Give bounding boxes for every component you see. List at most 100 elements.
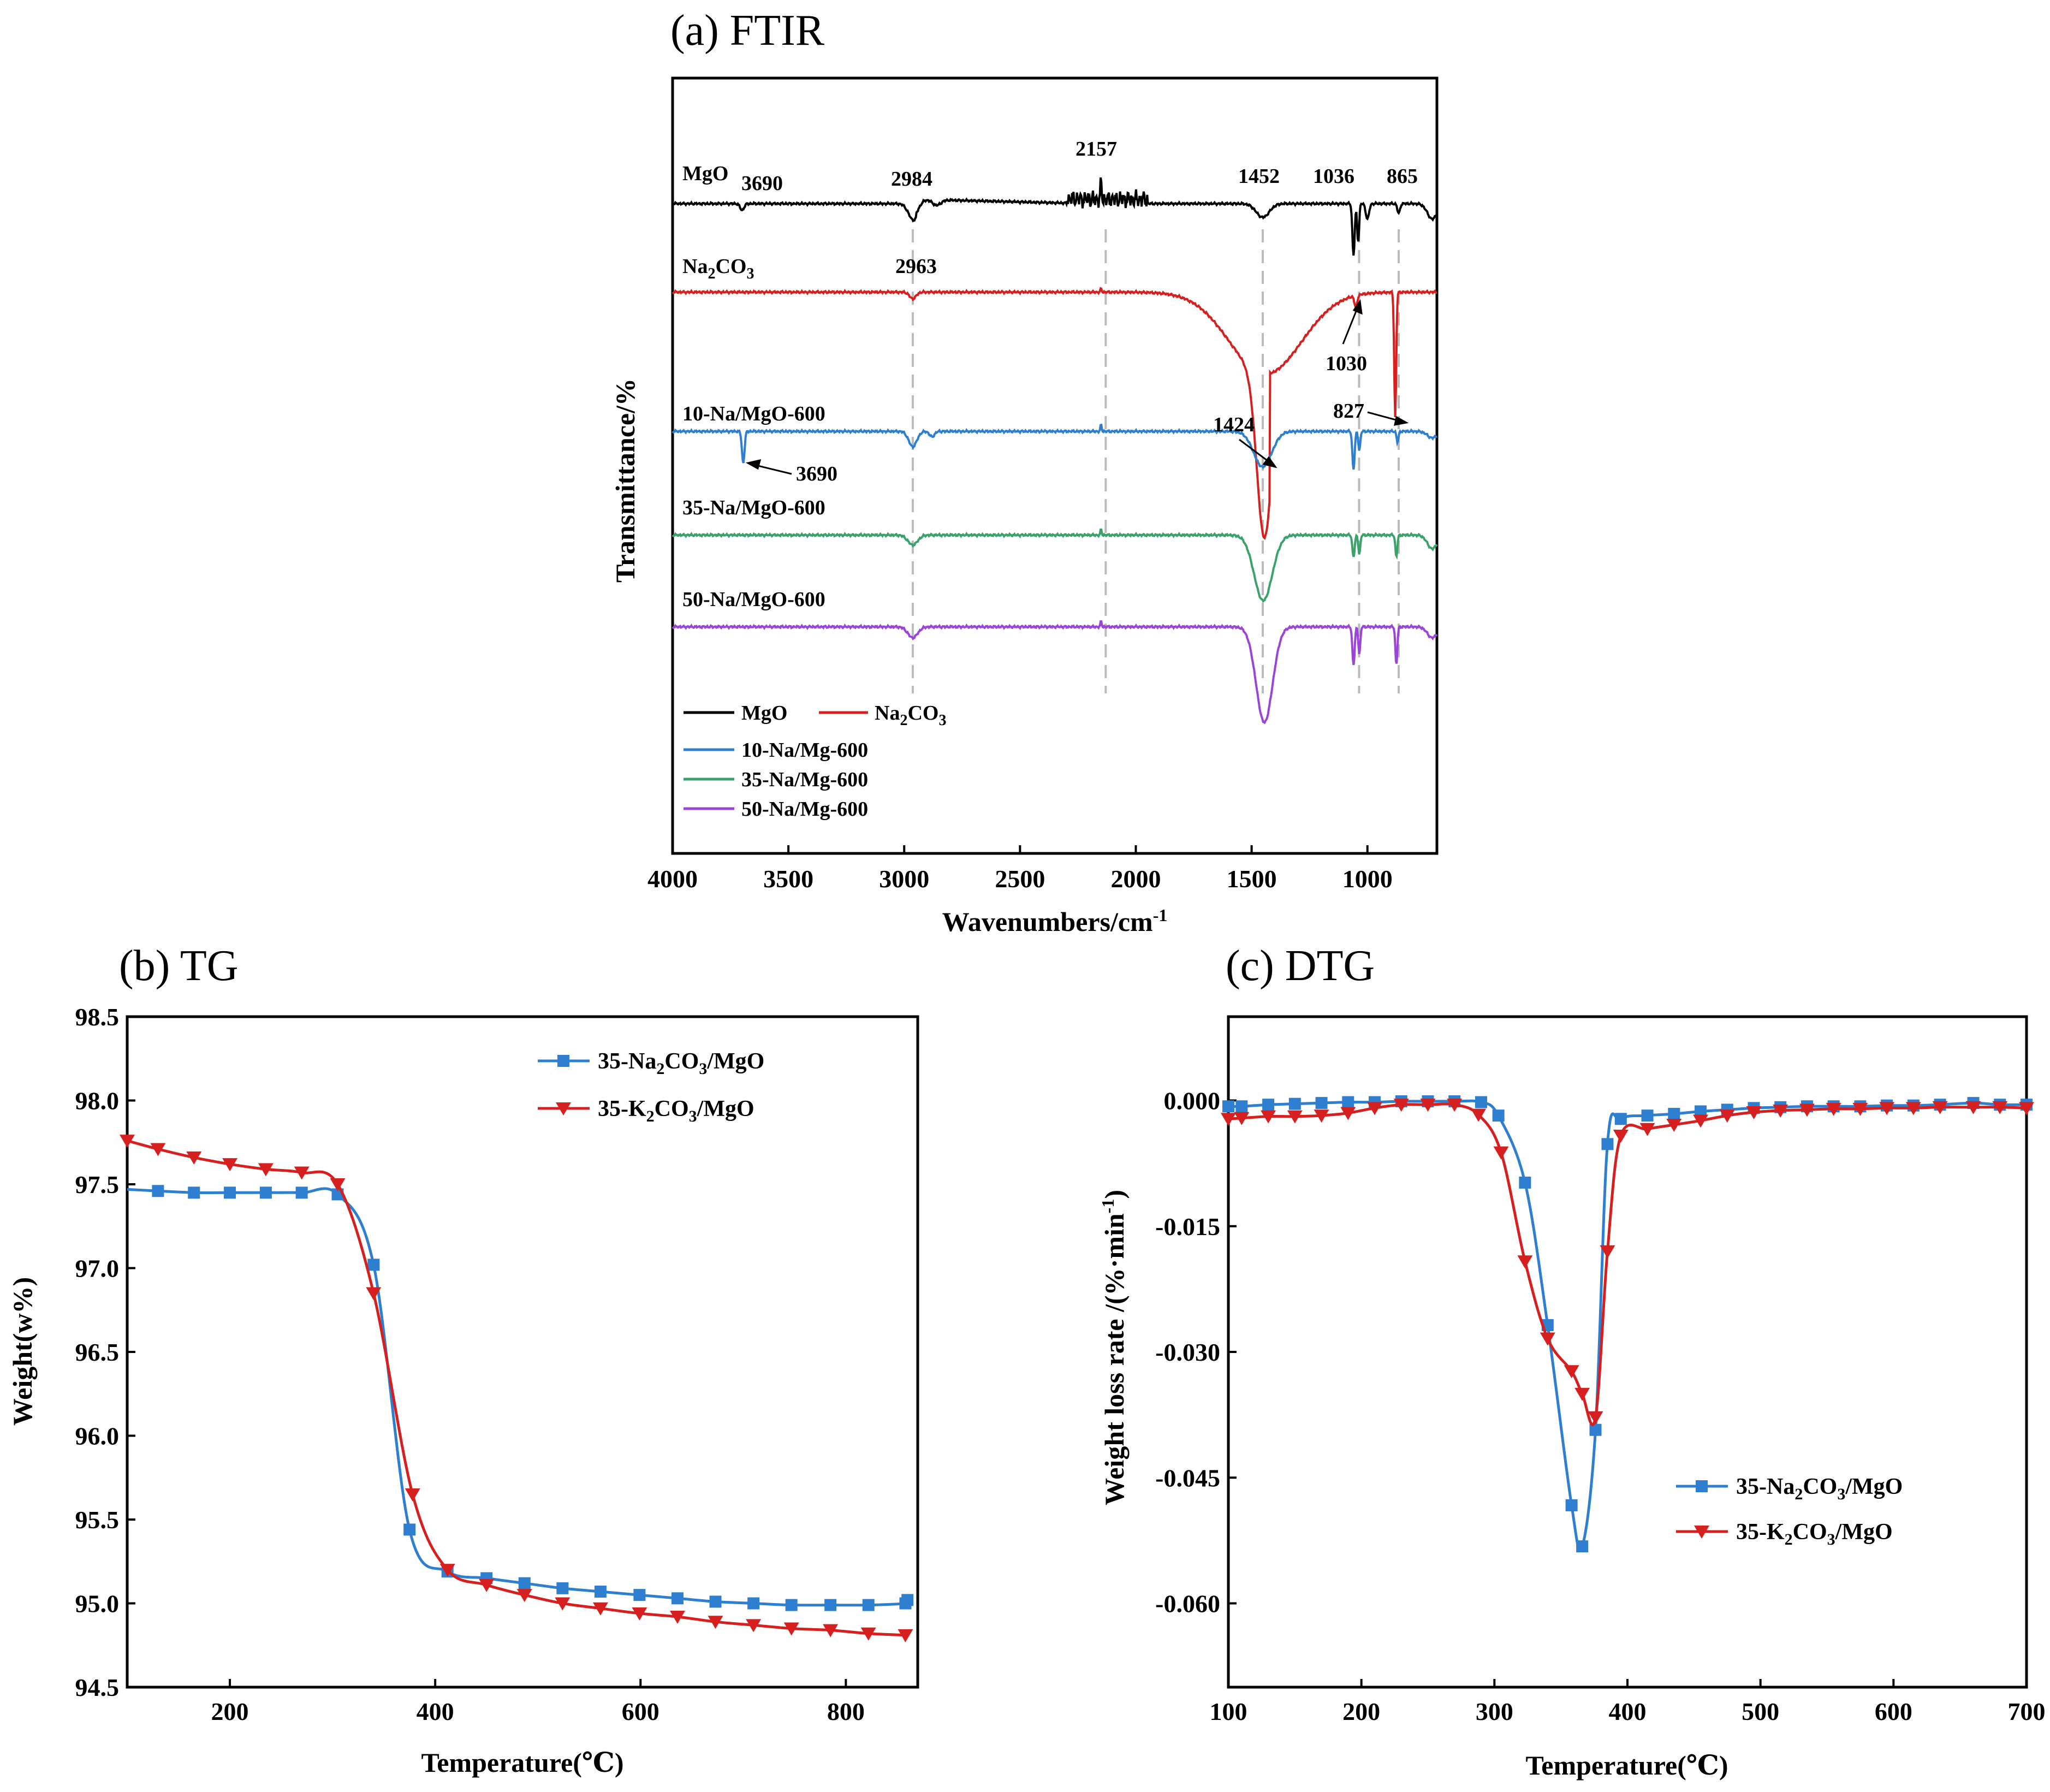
tg-curves xyxy=(120,1135,914,1642)
ftir-peak-827: 827 xyxy=(1333,400,1364,423)
legend-text-10na: 10-Na/Mg-600 xyxy=(741,739,868,762)
ftir-arrows xyxy=(745,299,1409,475)
tg-panel: (b) TG 200 400 600 800 94.5 95.0 95.5 96.0 96.5 9… xyxy=(7,942,919,1778)
ftir-peak-1036: 1036 xyxy=(1313,165,1354,188)
dtg-point-k xyxy=(1564,1365,1579,1379)
ftir-x-tick-label: 3000 xyxy=(879,865,929,893)
tg-point-k xyxy=(479,1579,495,1592)
dtg-ticks: 100 200 300 400 500 600 700 0.000 -0.015 -0.030 -0… xyxy=(1155,1087,2045,1726)
ftir-series-line xyxy=(672,423,1438,470)
tg-series-line xyxy=(127,1187,911,1607)
dtg-point-na xyxy=(1222,1100,1234,1113)
tg-point-k xyxy=(366,1287,382,1301)
tg-point-k xyxy=(120,1135,135,1148)
dtg-y-tick-label: -0.045 xyxy=(1155,1464,1220,1492)
ftir-x-tick-label: 2000 xyxy=(1110,865,1161,893)
dtg-point-k xyxy=(1367,1102,1383,1115)
ftir-peak-1030: 1030 xyxy=(1326,352,1367,375)
dtg-series-line xyxy=(1228,1102,2027,1426)
ftir-legend: MgO Na2CO3 10-Na/Mg-600 35-Na/Mg-600 50-… xyxy=(684,702,946,821)
dtg-point-na xyxy=(1695,1105,1707,1118)
tg-y-tick-label: 95.0 xyxy=(75,1590,120,1618)
dtg-legend: 35-Na2CO3/MgO 35-K2CO3/MgO xyxy=(1676,1474,1903,1548)
dtg-point-k xyxy=(1613,1129,1629,1143)
dtg-point-na xyxy=(1235,1100,1248,1113)
ftir-y-axis-label: Transmittance/% xyxy=(610,378,640,583)
tg-y-tick-label: 96.0 xyxy=(75,1422,120,1450)
dtg-point-k xyxy=(1746,1106,1762,1119)
dtg-point-na xyxy=(1288,1097,1301,1110)
ftir-peak-3690: 3690 xyxy=(741,172,783,195)
dtg-point-na xyxy=(1576,1540,1589,1553)
dtg-point-k xyxy=(1600,1245,1615,1259)
legend-text-mgo: MgO xyxy=(741,702,787,725)
tg-ticks: 200 400 600 800 94.5 95.0 95.5 96.0 96.5 97.0 97.5… xyxy=(75,1003,865,1725)
ftir-label-50na: 50-Na/MgO-600 xyxy=(682,588,825,611)
tg-point-k xyxy=(516,1589,532,1603)
tg-point-k xyxy=(405,1488,420,1502)
dtg-point-k xyxy=(1234,1112,1250,1125)
ftir-series-line xyxy=(672,529,1438,603)
dtg-point-k xyxy=(1447,1099,1463,1112)
tg-point-k xyxy=(186,1151,202,1165)
dtg-x-axis-label: Temperature(℃) xyxy=(1526,1750,1728,1781)
tg-point-k xyxy=(150,1143,166,1156)
tg-point-na xyxy=(747,1597,760,1610)
dtg-point-na xyxy=(1601,1138,1614,1150)
ftir-frame xyxy=(671,76,1439,855)
dtg-point-k xyxy=(1287,1110,1303,1124)
tg-y-tick-label: 96.5 xyxy=(75,1338,120,1366)
tg-point-na xyxy=(594,1586,607,1598)
tg-title: (b) TG xyxy=(119,942,238,990)
tg-legend-text-na: 35-Na2CO3/MgO xyxy=(598,1049,764,1078)
tg-point-k xyxy=(783,1622,799,1636)
ftir-x-tick-label: 3500 xyxy=(763,865,813,893)
tg-point-na xyxy=(556,1582,569,1594)
dtg-point-na xyxy=(1315,1097,1328,1109)
tg-point-k xyxy=(708,1616,723,1629)
tg-x-tick-label: 800 xyxy=(827,1698,865,1725)
tg-y-tick-label: 98.5 xyxy=(75,1003,120,1031)
tg-point-na xyxy=(224,1186,236,1199)
dtg-x-tick-label: 500 xyxy=(1742,1698,1779,1725)
ftir-reference-lines xyxy=(911,229,1400,693)
tg-point-na xyxy=(295,1186,308,1199)
dtg-point-k xyxy=(1261,1110,1276,1124)
dtg-y-tick-label: -0.015 xyxy=(1155,1213,1220,1241)
dtg-x-tick-label: 300 xyxy=(1476,1698,1513,1725)
tg-legend: 35-Na2CO3/MgO 35-K2CO3/MgO xyxy=(538,1049,764,1125)
dtg-x-tick-label: 200 xyxy=(1342,1698,1380,1725)
dtg-y-axis-label: Weight loss rate /(%·min-1) xyxy=(1098,1190,1130,1505)
tg-point-na xyxy=(824,1599,837,1611)
dtg-point-k xyxy=(1992,1101,2008,1114)
tg-point-k xyxy=(898,1629,913,1642)
dtg-point-k xyxy=(1574,1387,1590,1401)
dtg-point-k xyxy=(2019,1102,2034,1115)
tg-y-axis-label: Weight(w%) xyxy=(7,1277,38,1426)
dtg-y-tick-label: -0.030 xyxy=(1155,1338,1220,1366)
dtg-point-k xyxy=(1965,1101,1981,1114)
dtg-legend-marker-na xyxy=(1696,1480,1708,1492)
dtg-point-k xyxy=(1719,1109,1735,1123)
ftir-curves xyxy=(672,177,1438,725)
tg-y-tick-label: 98.0 xyxy=(75,1087,120,1115)
tg-point-k xyxy=(669,1611,685,1624)
ftir-x-tick-label: 1500 xyxy=(1227,865,1277,893)
dtg-legend-marker-k xyxy=(1694,1526,1709,1539)
legend-text-na2co3: Na2CO3 xyxy=(875,702,946,729)
tg-point-na xyxy=(671,1592,684,1605)
dtg-series-line xyxy=(1228,1099,2027,1552)
tg-point-k xyxy=(330,1178,346,1191)
dtg-y-tick-label: -0.060 xyxy=(1155,1590,1220,1618)
ftir-series-line xyxy=(672,287,1437,540)
tg-point-na xyxy=(862,1599,875,1611)
tg-point-k xyxy=(860,1627,876,1641)
tg-point-na xyxy=(709,1595,722,1608)
dtg-legend-text-k: 35-K2CO3/MgO xyxy=(1736,1520,1893,1548)
tg-point-na xyxy=(259,1186,272,1199)
dtg-point-k xyxy=(1340,1107,1356,1120)
dtg-x-tick-label: 600 xyxy=(1875,1698,1912,1725)
ftir-label-10na: 10-Na/MgO-600 xyxy=(682,402,825,425)
ftir-peak-2963-label: 2963 xyxy=(895,255,937,278)
dtg-point-k xyxy=(1639,1123,1655,1136)
